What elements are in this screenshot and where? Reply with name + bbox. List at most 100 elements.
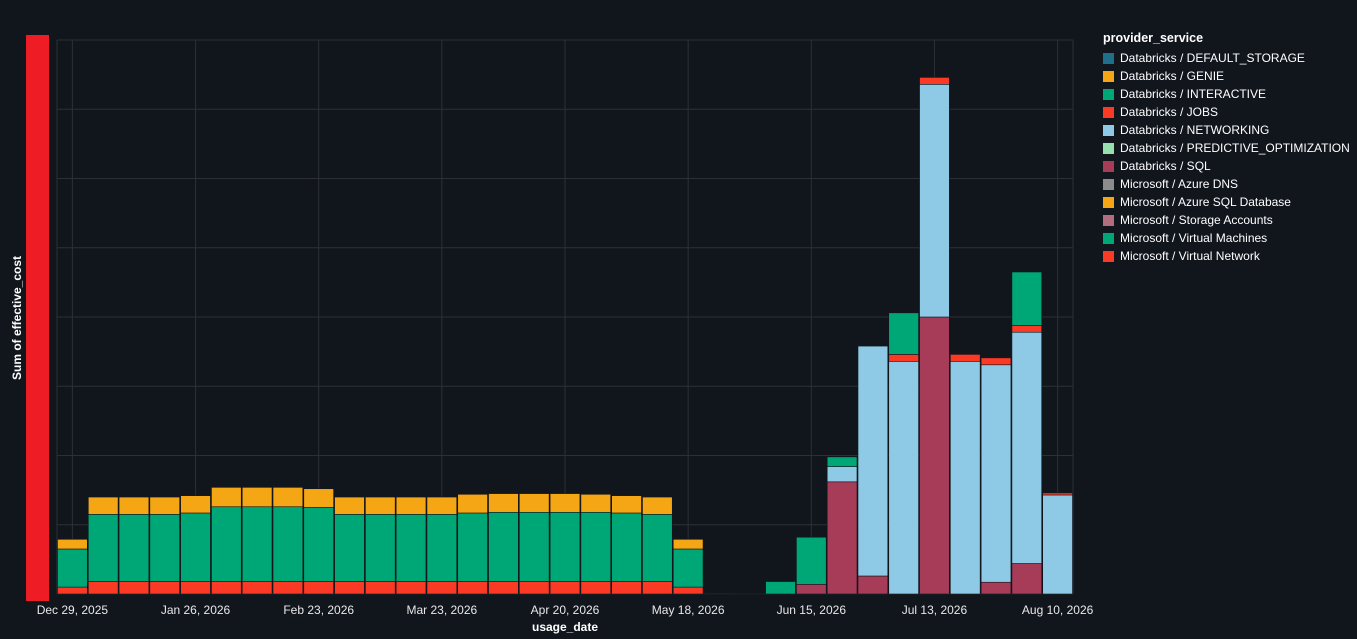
- bar-segment[interactable]: [272, 506, 304, 582]
- bar-segment[interactable]: [980, 357, 1012, 366]
- bar-segment[interactable]: [395, 496, 427, 515]
- bar-segment[interactable]: [642, 496, 673, 515]
- bar-segment[interactable]: [857, 345, 889, 577]
- bar-segment[interactable]: [241, 581, 273, 595]
- bar-segment[interactable]: [303, 507, 334, 582]
- bar-segment[interactable]: [272, 487, 304, 508]
- bar-segment[interactable]: [826, 456, 858, 467]
- bar-segment[interactable]: [149, 581, 180, 595]
- bar-segment[interactable]: [672, 586, 704, 595]
- bar-segment[interactable]: [1011, 331, 1043, 564]
- bar-segment[interactable]: [211, 487, 242, 508]
- bar-segment[interactable]: [118, 496, 150, 515]
- bar-segment[interactable]: [180, 495, 211, 514]
- bar-segment[interactable]: [180, 512, 211, 582]
- bar-segment[interactable]: [519, 493, 550, 513]
- bar-segment[interactable]: [426, 514, 458, 582]
- bar-segment[interactable]: [334, 496, 365, 515]
- bar-segment[interactable]: [857, 575, 889, 595]
- legend-item[interactable]: Databricks / PREDICTIVE_OPTIMIZATION: [1103, 139, 1350, 157]
- bar-segment[interactable]: [580, 493, 611, 513]
- bar-segment[interactable]: [180, 581, 211, 595]
- legend-item[interactable]: Microsoft / Azure DNS: [1103, 175, 1350, 193]
- bar-segment[interactable]: [642, 581, 673, 595]
- bar-segment[interactable]: [365, 496, 396, 515]
- bar-segment[interactable]: [580, 581, 611, 595]
- bar-segment[interactable]: [888, 361, 919, 595]
- bar-segment[interactable]: [149, 514, 180, 582]
- bar-segment[interactable]: [826, 466, 858, 483]
- bar-segment[interactable]: [426, 581, 458, 595]
- bar-segment[interactable]: [950, 361, 981, 595]
- bar-segment[interactable]: [87, 496, 119, 515]
- bar-segment[interactable]: [303, 581, 334, 595]
- bar-segment[interactable]: [611, 512, 642, 582]
- bar-segment[interactable]: [87, 514, 119, 582]
- bar-segment[interactable]: [149, 496, 180, 515]
- bar-segment[interactable]: [457, 493, 488, 514]
- bar-segment[interactable]: [919, 77, 950, 85]
- bar-segment[interactable]: [1042, 492, 1073, 496]
- bar-segment[interactable]: [57, 586, 88, 595]
- bar-segment[interactable]: [672, 548, 704, 588]
- bar-segment[interactable]: [580, 511, 611, 582]
- bar-segment[interactable]: [1011, 271, 1043, 326]
- bar-segment[interactable]: [118, 514, 150, 582]
- bar-segment[interactable]: [796, 536, 827, 585]
- legend-item[interactable]: Databricks / DEFAULT_STORAGE: [1103, 49, 1350, 67]
- bar-segment[interactable]: [57, 538, 88, 550]
- bar-segment[interactable]: [334, 581, 365, 595]
- legend-item[interactable]: Databricks / JOBS: [1103, 103, 1350, 121]
- bar-segment[interactable]: [426, 496, 458, 515]
- bar-segment[interactable]: [549, 581, 581, 595]
- bar-segment[interactable]: [642, 514, 673, 582]
- bar-segment[interactable]: [488, 511, 519, 582]
- bar-segment[interactable]: [488, 493, 519, 513]
- bar-segment[interactable]: [611, 495, 642, 514]
- bar-segment[interactable]: [57, 548, 88, 588]
- bar-segment[interactable]: [888, 312, 919, 355]
- bar-segment[interactable]: [519, 581, 550, 595]
- bar-segment[interactable]: [826, 481, 858, 595]
- bar-segment[interactable]: [241, 506, 273, 582]
- bar-segment[interactable]: [395, 514, 427, 582]
- bar-segment[interactable]: [703, 593, 735, 595]
- bar-segment[interactable]: [457, 512, 488, 582]
- bar-segment[interactable]: [365, 514, 396, 582]
- bar-segment[interactable]: [334, 514, 365, 582]
- bar-segment[interactable]: [672, 538, 704, 550]
- legend-item[interactable]: Microsoft / Azure SQL Database: [1103, 193, 1350, 211]
- legend-item[interactable]: Microsoft / Virtual Network: [1103, 247, 1350, 265]
- bar-segment[interactable]: [980, 581, 1012, 595]
- bar-segment[interactable]: [919, 316, 950, 595]
- legend-item[interactable]: Microsoft / Virtual Machines: [1103, 229, 1350, 247]
- bar-segment[interactable]: [457, 581, 488, 595]
- bar-segment[interactable]: [488, 581, 519, 595]
- bar-segment[interactable]: [87, 581, 119, 595]
- legend-item[interactable]: Databricks / GENIE: [1103, 67, 1350, 85]
- bar-segment[interactable]: [1011, 563, 1043, 595]
- legend-item[interactable]: Microsoft / Storage Accounts: [1103, 211, 1350, 229]
- bar-segment[interactable]: [888, 354, 919, 362]
- bar-segment[interactable]: [365, 581, 396, 595]
- legend-item[interactable]: Databricks / NETWORKING: [1103, 121, 1350, 139]
- bar-segment[interactable]: [765, 581, 796, 595]
- bar-segment[interactable]: [796, 584, 827, 595]
- bar-segment[interactable]: [919, 84, 950, 318]
- legend-item[interactable]: Databricks / INTERACTIVE: [1103, 85, 1350, 103]
- bar-segment[interactable]: [519, 511, 550, 582]
- bar-segment[interactable]: [980, 364, 1012, 583]
- bar-segment[interactable]: [549, 493, 581, 513]
- bar-segment[interactable]: [734, 593, 765, 595]
- bar-segment[interactable]: [611, 581, 642, 595]
- bar-segment[interactable]: [549, 511, 581, 582]
- bar-segment[interactable]: [211, 506, 242, 582]
- bar-segment[interactable]: [118, 581, 150, 595]
- bar-segment[interactable]: [950, 354, 981, 362]
- legend-item[interactable]: Databricks / SQL: [1103, 157, 1350, 175]
- bar-segment[interactable]: [395, 581, 427, 595]
- bar-segment[interactable]: [1042, 494, 1073, 595]
- bar-segment[interactable]: [303, 488, 334, 508]
- bar-segment[interactable]: [1011, 325, 1043, 333]
- bar-segment[interactable]: [211, 581, 242, 595]
